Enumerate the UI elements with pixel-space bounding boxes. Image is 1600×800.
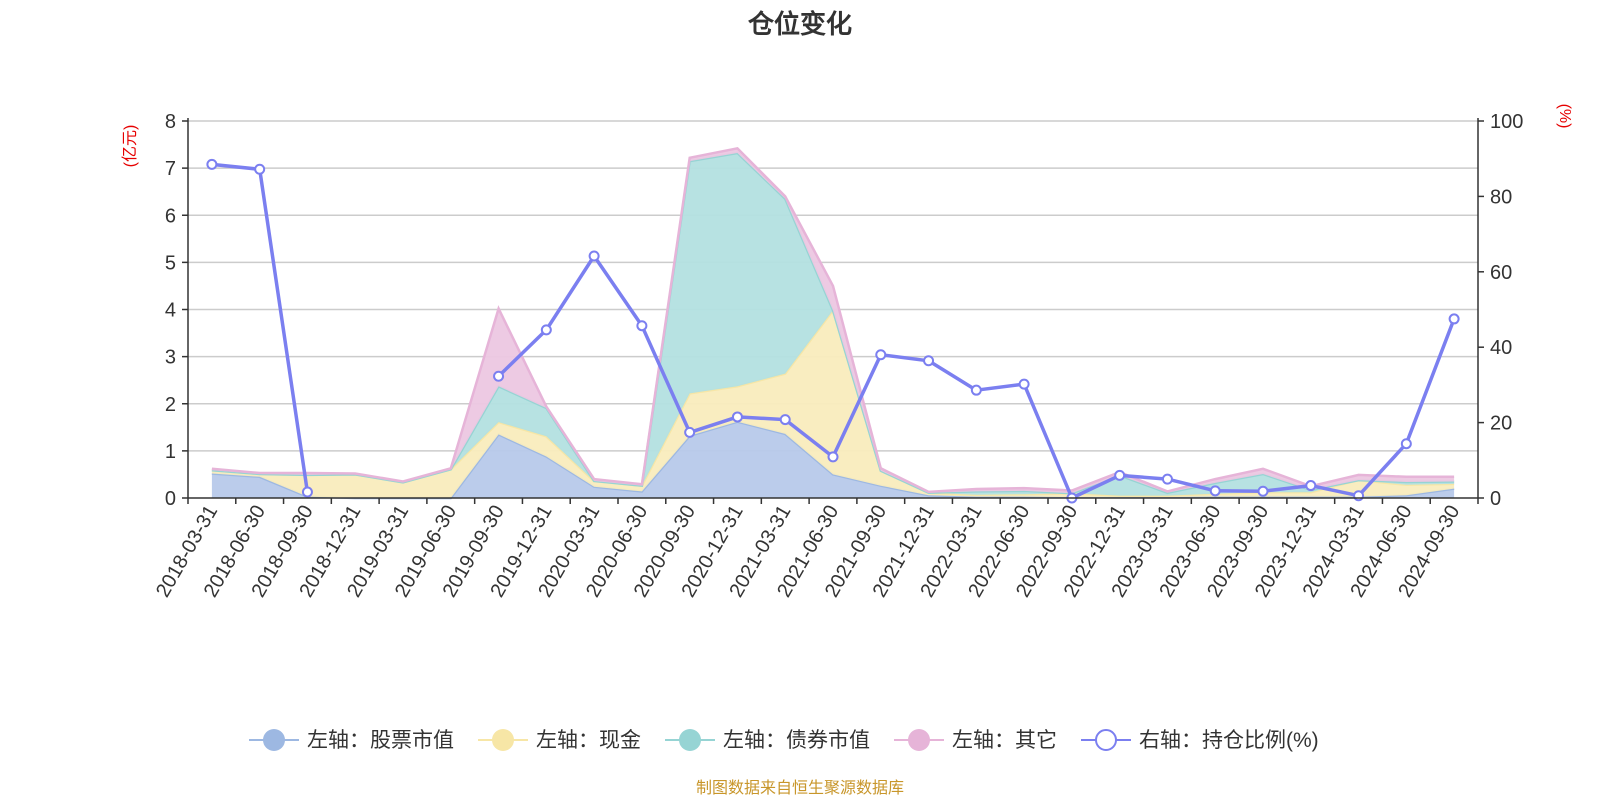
legend-label: 左轴：债券市值 [723,729,870,752]
legend-label: 左轴：其它 [952,729,1057,752]
legend-marker [679,729,701,751]
ratio-point[interactable] [588,250,600,262]
ratio-line-segment-1 [497,254,1456,500]
ratio-point[interactable] [1305,480,1317,492]
ratio-point[interactable] [1400,438,1412,450]
legend-label: 左轴：现金 [536,729,641,752]
right-tick-label: 0 [1490,488,1501,510]
legend: 左轴：股票市值 左轴：现金 左轴：债券市值 左轴：其它 右轴：持仓比例(%) [249,729,1319,752]
right-tick-label: 40 [1490,337,1512,359]
ratio-point[interactable] [254,163,266,175]
ratio-point[interactable] [970,384,982,396]
ratio-point[interactable] [301,486,313,498]
left-tick-label: 4 [165,300,176,322]
right-axis-unit: (%) [1556,104,1573,129]
chart-title: 仓位变化 [747,9,852,39]
ratio-point[interactable] [875,349,887,361]
area-series-2 [211,153,1455,496]
left-tick-label: 0 [165,488,176,510]
left-tick-label: 7 [165,158,176,180]
area-series-3-edge [211,146,1455,494]
ratio-point[interactable] [731,411,743,423]
ratio-point[interactable] [636,320,648,332]
ratio-point[interactable] [923,355,935,367]
ratio-point[interactable] [779,414,791,426]
ratio-point[interactable] [1114,469,1126,481]
left-tick-label: 8 [165,111,176,133]
ratio-point[interactable] [1018,378,1030,390]
ratio-point[interactable] [206,158,218,170]
ratio-point[interactable] [540,324,552,336]
stacked-areas [211,146,1455,500]
legend-label: 右轴：持仓比例(%) [1139,729,1319,752]
source-note: 制图数据来自恒生聚源数据库 [696,779,904,797]
ratio-line-segment-0 [211,162,310,493]
ratio-point[interactable] [1353,490,1365,502]
ratio-point[interactable] [1257,485,1269,497]
legend-item-2[interactable]: 左轴：债券市值 [665,729,870,752]
legend-item-3[interactable]: 左轴：其它 [894,729,1057,752]
right-tick-label: 60 [1490,262,1512,284]
area-series-1 [211,310,1455,498]
legend-marker [263,729,285,751]
left-tick-label: 2 [165,394,176,416]
ratio-point[interactable] [1161,473,1173,485]
ratio-point[interactable] [1209,485,1221,497]
left-tick-label: 5 [165,252,176,274]
right-tick-label: 20 [1490,413,1512,435]
ratio-point[interactable] [827,451,839,463]
left-tick-label: 1 [165,441,176,463]
legend-marker [908,729,930,751]
ratio-point[interactable] [1448,313,1460,325]
right-tick-label: 80 [1490,186,1512,208]
area-series-0 [211,421,1455,498]
left-tick-label: 6 [165,205,176,227]
legend-item-4[interactable]: 右轴：持仓比例(%) [1081,729,1319,752]
legend-marker [1095,729,1117,751]
ratio-point[interactable] [493,370,505,382]
left-axis-unit: (亿元) [121,125,139,168]
legend-item-1[interactable]: 左轴：现金 [478,729,641,752]
left-tick-label: 3 [165,347,176,369]
ratio-point[interactable] [684,426,696,438]
legend-marker [492,729,514,751]
legend-label: 左轴：股票市值 [307,729,454,752]
legend-item-0[interactable]: 左轴：股票市值 [249,729,454,752]
right-tick-label: 100 [1490,111,1523,133]
